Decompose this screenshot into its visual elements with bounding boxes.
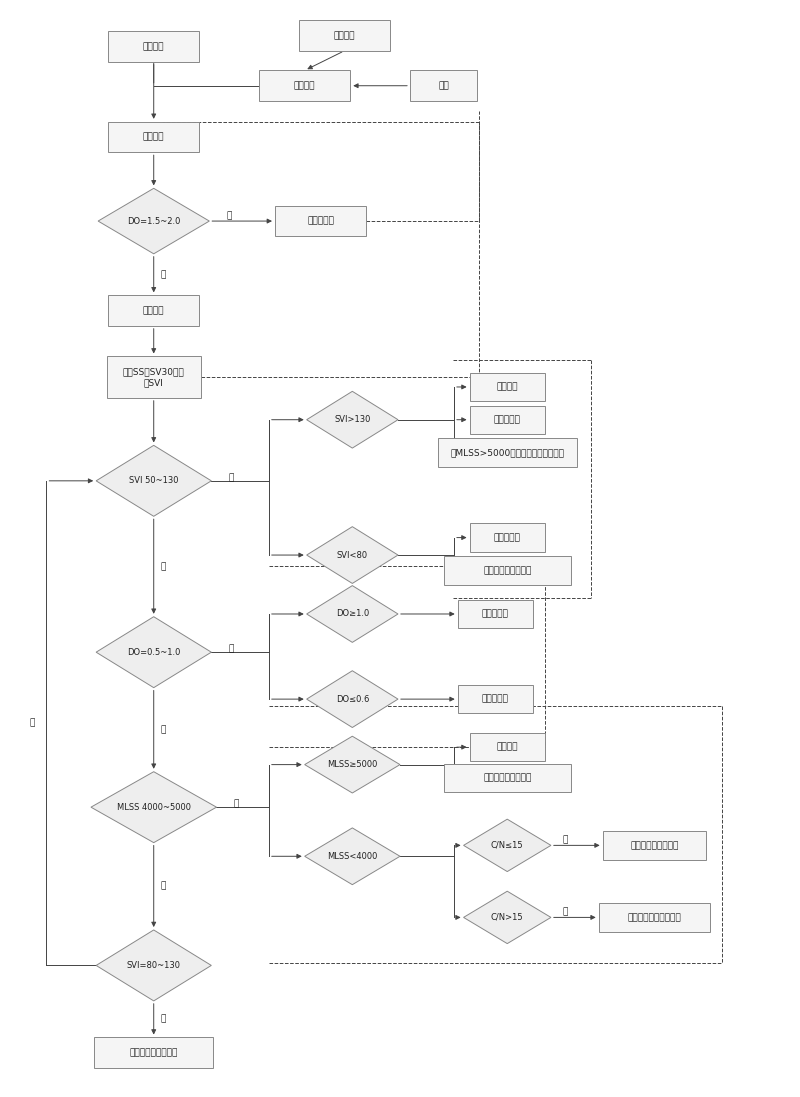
Text: 人工取泥: 人工取泥: [143, 306, 165, 315]
Text: 否: 否: [30, 719, 35, 727]
Text: 是: 是: [562, 907, 568, 916]
FancyBboxPatch shape: [470, 733, 545, 761]
Text: MLSS<4000: MLSS<4000: [327, 851, 378, 861]
Polygon shape: [305, 828, 400, 884]
Text: 原水: 原水: [438, 81, 449, 90]
FancyBboxPatch shape: [602, 832, 706, 860]
Text: 常加填料废水进水量: 常加填料废水进水量: [630, 841, 678, 850]
Polygon shape: [306, 586, 398, 643]
Text: 是: 是: [161, 725, 166, 734]
Polygon shape: [463, 819, 551, 872]
Polygon shape: [96, 930, 211, 1000]
Text: C/N>15: C/N>15: [491, 913, 523, 921]
Text: DO=0.5~1.0: DO=0.5~1.0: [127, 647, 181, 657]
Text: 污泥反应: 污泥反应: [143, 133, 165, 142]
FancyBboxPatch shape: [470, 406, 545, 434]
FancyBboxPatch shape: [470, 523, 545, 552]
FancyBboxPatch shape: [108, 31, 199, 61]
Text: SVI 50~130: SVI 50~130: [129, 476, 178, 485]
Text: 人工排泥: 人工排泥: [497, 743, 518, 751]
Polygon shape: [306, 392, 398, 448]
Text: 否: 否: [229, 644, 234, 654]
Text: 是: 是: [161, 882, 166, 891]
Text: 填料废水: 填料废水: [334, 31, 355, 39]
Text: 是: 是: [161, 270, 166, 279]
FancyBboxPatch shape: [108, 122, 199, 152]
Text: 不操作，污泥自然生长: 不操作，污泥自然生长: [627, 913, 681, 921]
FancyBboxPatch shape: [259, 70, 350, 101]
Text: 反应器启动阶段结束: 反应器启动阶段结束: [130, 1049, 178, 1058]
Text: 减小曝气量: 减小曝气量: [494, 415, 521, 425]
FancyBboxPatch shape: [470, 373, 545, 402]
FancyBboxPatch shape: [598, 903, 710, 931]
Text: DO≥1.0: DO≥1.0: [336, 610, 369, 619]
FancyBboxPatch shape: [410, 70, 478, 101]
Polygon shape: [306, 670, 398, 727]
FancyBboxPatch shape: [107, 357, 201, 398]
FancyBboxPatch shape: [458, 600, 533, 629]
Text: SVI=80~130: SVI=80~130: [126, 961, 181, 970]
Polygon shape: [98, 189, 210, 253]
Text: 是: 是: [161, 1015, 166, 1024]
Text: 测定SS、SV30、计
算SVI: 测定SS、SV30、计 算SVI: [123, 367, 185, 387]
Text: 是: 是: [562, 836, 568, 845]
Text: 否: 否: [234, 800, 239, 808]
Text: 若MLSS>5000、减小填料废水进水量: 若MLSS>5000、减小填料废水进水量: [450, 448, 564, 457]
Polygon shape: [305, 736, 400, 793]
Text: 减小填料废水进水量: 减小填料废水进水量: [483, 773, 531, 782]
Polygon shape: [463, 891, 551, 943]
FancyBboxPatch shape: [108, 295, 199, 326]
FancyBboxPatch shape: [438, 439, 577, 466]
FancyBboxPatch shape: [275, 206, 366, 236]
Text: 减小曝气量: 减小曝气量: [482, 610, 509, 619]
Polygon shape: [306, 527, 398, 584]
Text: MLSS≥5000: MLSS≥5000: [327, 760, 378, 769]
Text: 增大曝气量: 增大曝气量: [494, 533, 521, 542]
Text: MLSS 4000~5000: MLSS 4000~5000: [117, 803, 190, 812]
Text: SVI<80: SVI<80: [337, 551, 368, 559]
Text: 增加填料废水进水量: 增加填料废水进水量: [483, 566, 531, 575]
FancyBboxPatch shape: [298, 20, 390, 50]
Text: DO=1.5~2.0: DO=1.5~2.0: [127, 216, 181, 226]
Text: SVI>130: SVI>130: [334, 415, 370, 425]
Text: 调节曝气量: 调节曝气量: [307, 216, 334, 226]
Text: 否: 否: [226, 211, 232, 220]
Text: C/N≤15: C/N≤15: [491, 841, 523, 850]
Polygon shape: [91, 771, 217, 842]
FancyBboxPatch shape: [444, 764, 571, 792]
Text: DO≤0.6: DO≤0.6: [336, 694, 369, 703]
Polygon shape: [96, 617, 211, 688]
Text: 接种污泥: 接种污泥: [143, 42, 165, 50]
Text: 否: 否: [229, 473, 234, 482]
Text: 人工取泥: 人工取泥: [497, 383, 518, 392]
FancyBboxPatch shape: [444, 556, 571, 585]
Text: 是: 是: [161, 562, 166, 572]
FancyBboxPatch shape: [458, 685, 533, 713]
FancyBboxPatch shape: [94, 1038, 214, 1068]
Polygon shape: [96, 445, 211, 517]
Text: 增大曝气量: 增大曝气量: [482, 694, 509, 703]
Text: 混合进水: 混合进水: [294, 81, 315, 90]
